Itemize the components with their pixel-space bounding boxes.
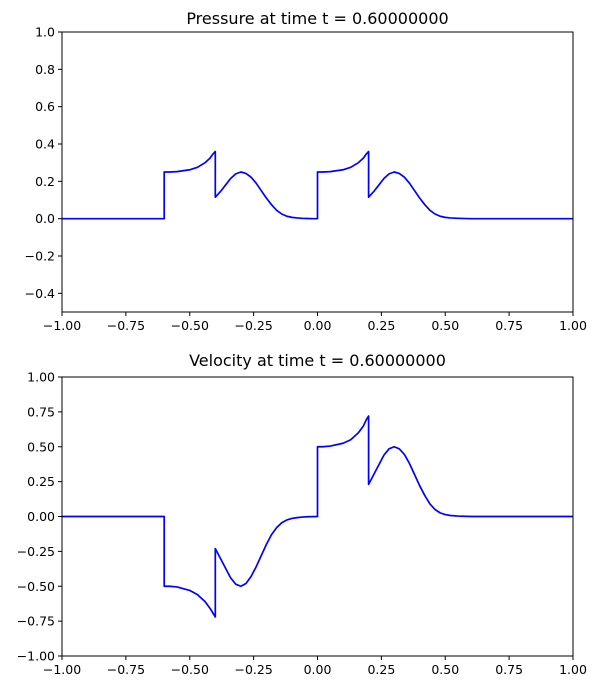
velocity-x-tick-label: 0.00 (304, 662, 332, 677)
velocity-x-tick-label: −0.75 (107, 662, 145, 677)
velocity-x-tick-label: 0.75 (495, 662, 523, 677)
pressure-x-tick-label: 0.50 (431, 318, 459, 333)
pressure-y-tick-label: −0.4 (25, 286, 55, 301)
pressure-x-tick-label: 0.75 (495, 318, 523, 333)
velocity-plot-title: Velocity at time t = 0.60000000 (189, 351, 446, 370)
pressure-y-tick-label: 0.2 (35, 174, 55, 189)
pressure-plot-title: Pressure at time t = 0.60000000 (186, 9, 448, 28)
pressure-x-tick-label: 1.00 (559, 318, 587, 333)
velocity-y-tick-label: −0.25 (17, 544, 55, 559)
velocity-y-tick-label: 0.25 (27, 474, 55, 489)
pressure-plot: Pressure at time t = 0.60000000 −1.00 −0.… (25, 9, 587, 333)
pressure-y-tick-label: 0.4 (35, 137, 55, 152)
pressure-x-tick-label: −0.50 (171, 318, 209, 333)
pressure-y-tick-label: 1.0 (35, 25, 55, 40)
pressure-y-tick-label: −0.2 (25, 249, 55, 264)
velocity-x-tick-label: 1.00 (559, 662, 587, 677)
velocity-x-tick-label: 0.50 (431, 662, 459, 677)
velocity-y-tick-label: 1.00 (27, 370, 55, 385)
pressure-x-tick-label: 0.25 (367, 318, 395, 333)
velocity-y-tick-label: 0.50 (27, 439, 55, 454)
velocity-x-tick-label: 0.25 (367, 662, 395, 677)
pressure-y-tick-label: 0.8 (35, 62, 55, 77)
pressure-y-tick-label: 0.0 (35, 211, 55, 226)
velocity-y-tick-label: −1.00 (17, 649, 55, 664)
velocity-x-tick-label: −0.50 (171, 662, 209, 677)
pressure-y-tick-label: 0.6 (35, 99, 55, 114)
velocity-series-line (62, 415, 573, 618)
pressure-x-tick-label: 0.00 (304, 318, 332, 333)
velocity-x-tick-label: −1.00 (43, 662, 81, 677)
velocity-y-tick-label: −0.75 (17, 614, 55, 629)
velocity-y-tick-label: 0.75 (27, 404, 55, 419)
velocity-y-tick-label: −0.50 (17, 579, 55, 594)
velocity-plot: Velocity at time t = 0.60000000 −1.00 −0.… (17, 351, 587, 677)
pressure-x-tick-label: −0.25 (234, 318, 272, 333)
pressure-x-tick-label: −0.75 (107, 318, 145, 333)
velocity-x-tick-label: −0.25 (234, 662, 272, 677)
pressure-series-line (62, 150, 573, 220)
pressure-x-tick-label: −1.00 (43, 318, 81, 333)
velocity-y-tick-label: 0.00 (27, 509, 55, 524)
